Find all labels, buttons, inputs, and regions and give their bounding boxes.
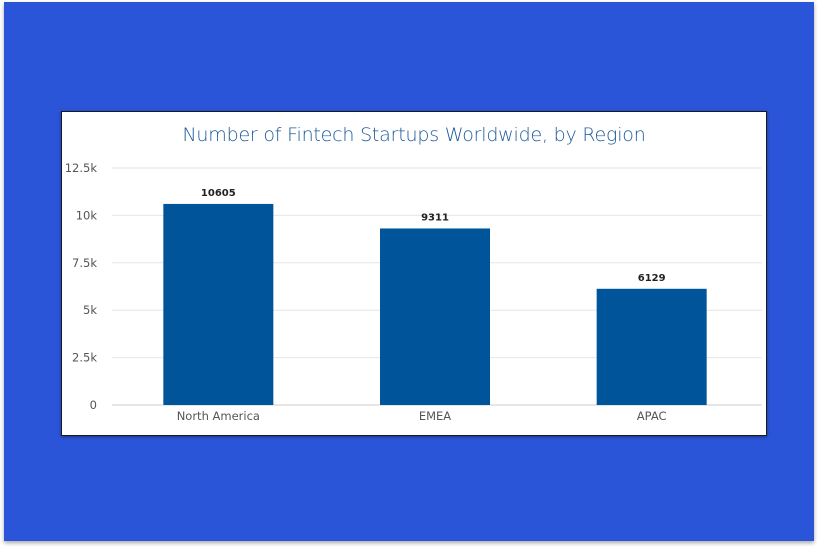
bar: [596, 288, 707, 405]
bar-chart: 0 2.5k 5k 7.5k 10k 12.5k 10605 North America 931…: [65, 161, 762, 423]
labels: 0 2.5k 5k 7.5k 10k 12.5k 10605 North America 931…: [65, 161, 667, 423]
bar: [380, 228, 490, 405]
y-tick-label: 5k: [83, 303, 97, 317]
slide-background: Number of Fintech Startups Worldwide, by…: [4, 2, 814, 541]
x-tick-label: APAC: [637, 409, 667, 423]
data-label: 9311: [421, 212, 449, 223]
y-tick-label: 7.5k: [72, 256, 97, 270]
chart-title: Number of Fintech Startups Worldwide, by…: [182, 124, 646, 146]
chart-card: Number of Fintech Startups Worldwide, by…: [61, 111, 767, 436]
data-label: 6129: [638, 273, 666, 284]
x-tick-label: EMEA: [419, 409, 451, 423]
data-label: 10605: [201, 188, 236, 199]
y-tick-label: 12.5k: [65, 161, 98, 175]
y-tick-label: 0: [90, 398, 97, 412]
x-tick-label: North America: [177, 409, 260, 423]
y-tick-label: 10k: [76, 208, 98, 222]
bars: [163, 203, 707, 405]
y-tick-label: 2.5k: [72, 351, 97, 365]
bar: [163, 203, 274, 405]
